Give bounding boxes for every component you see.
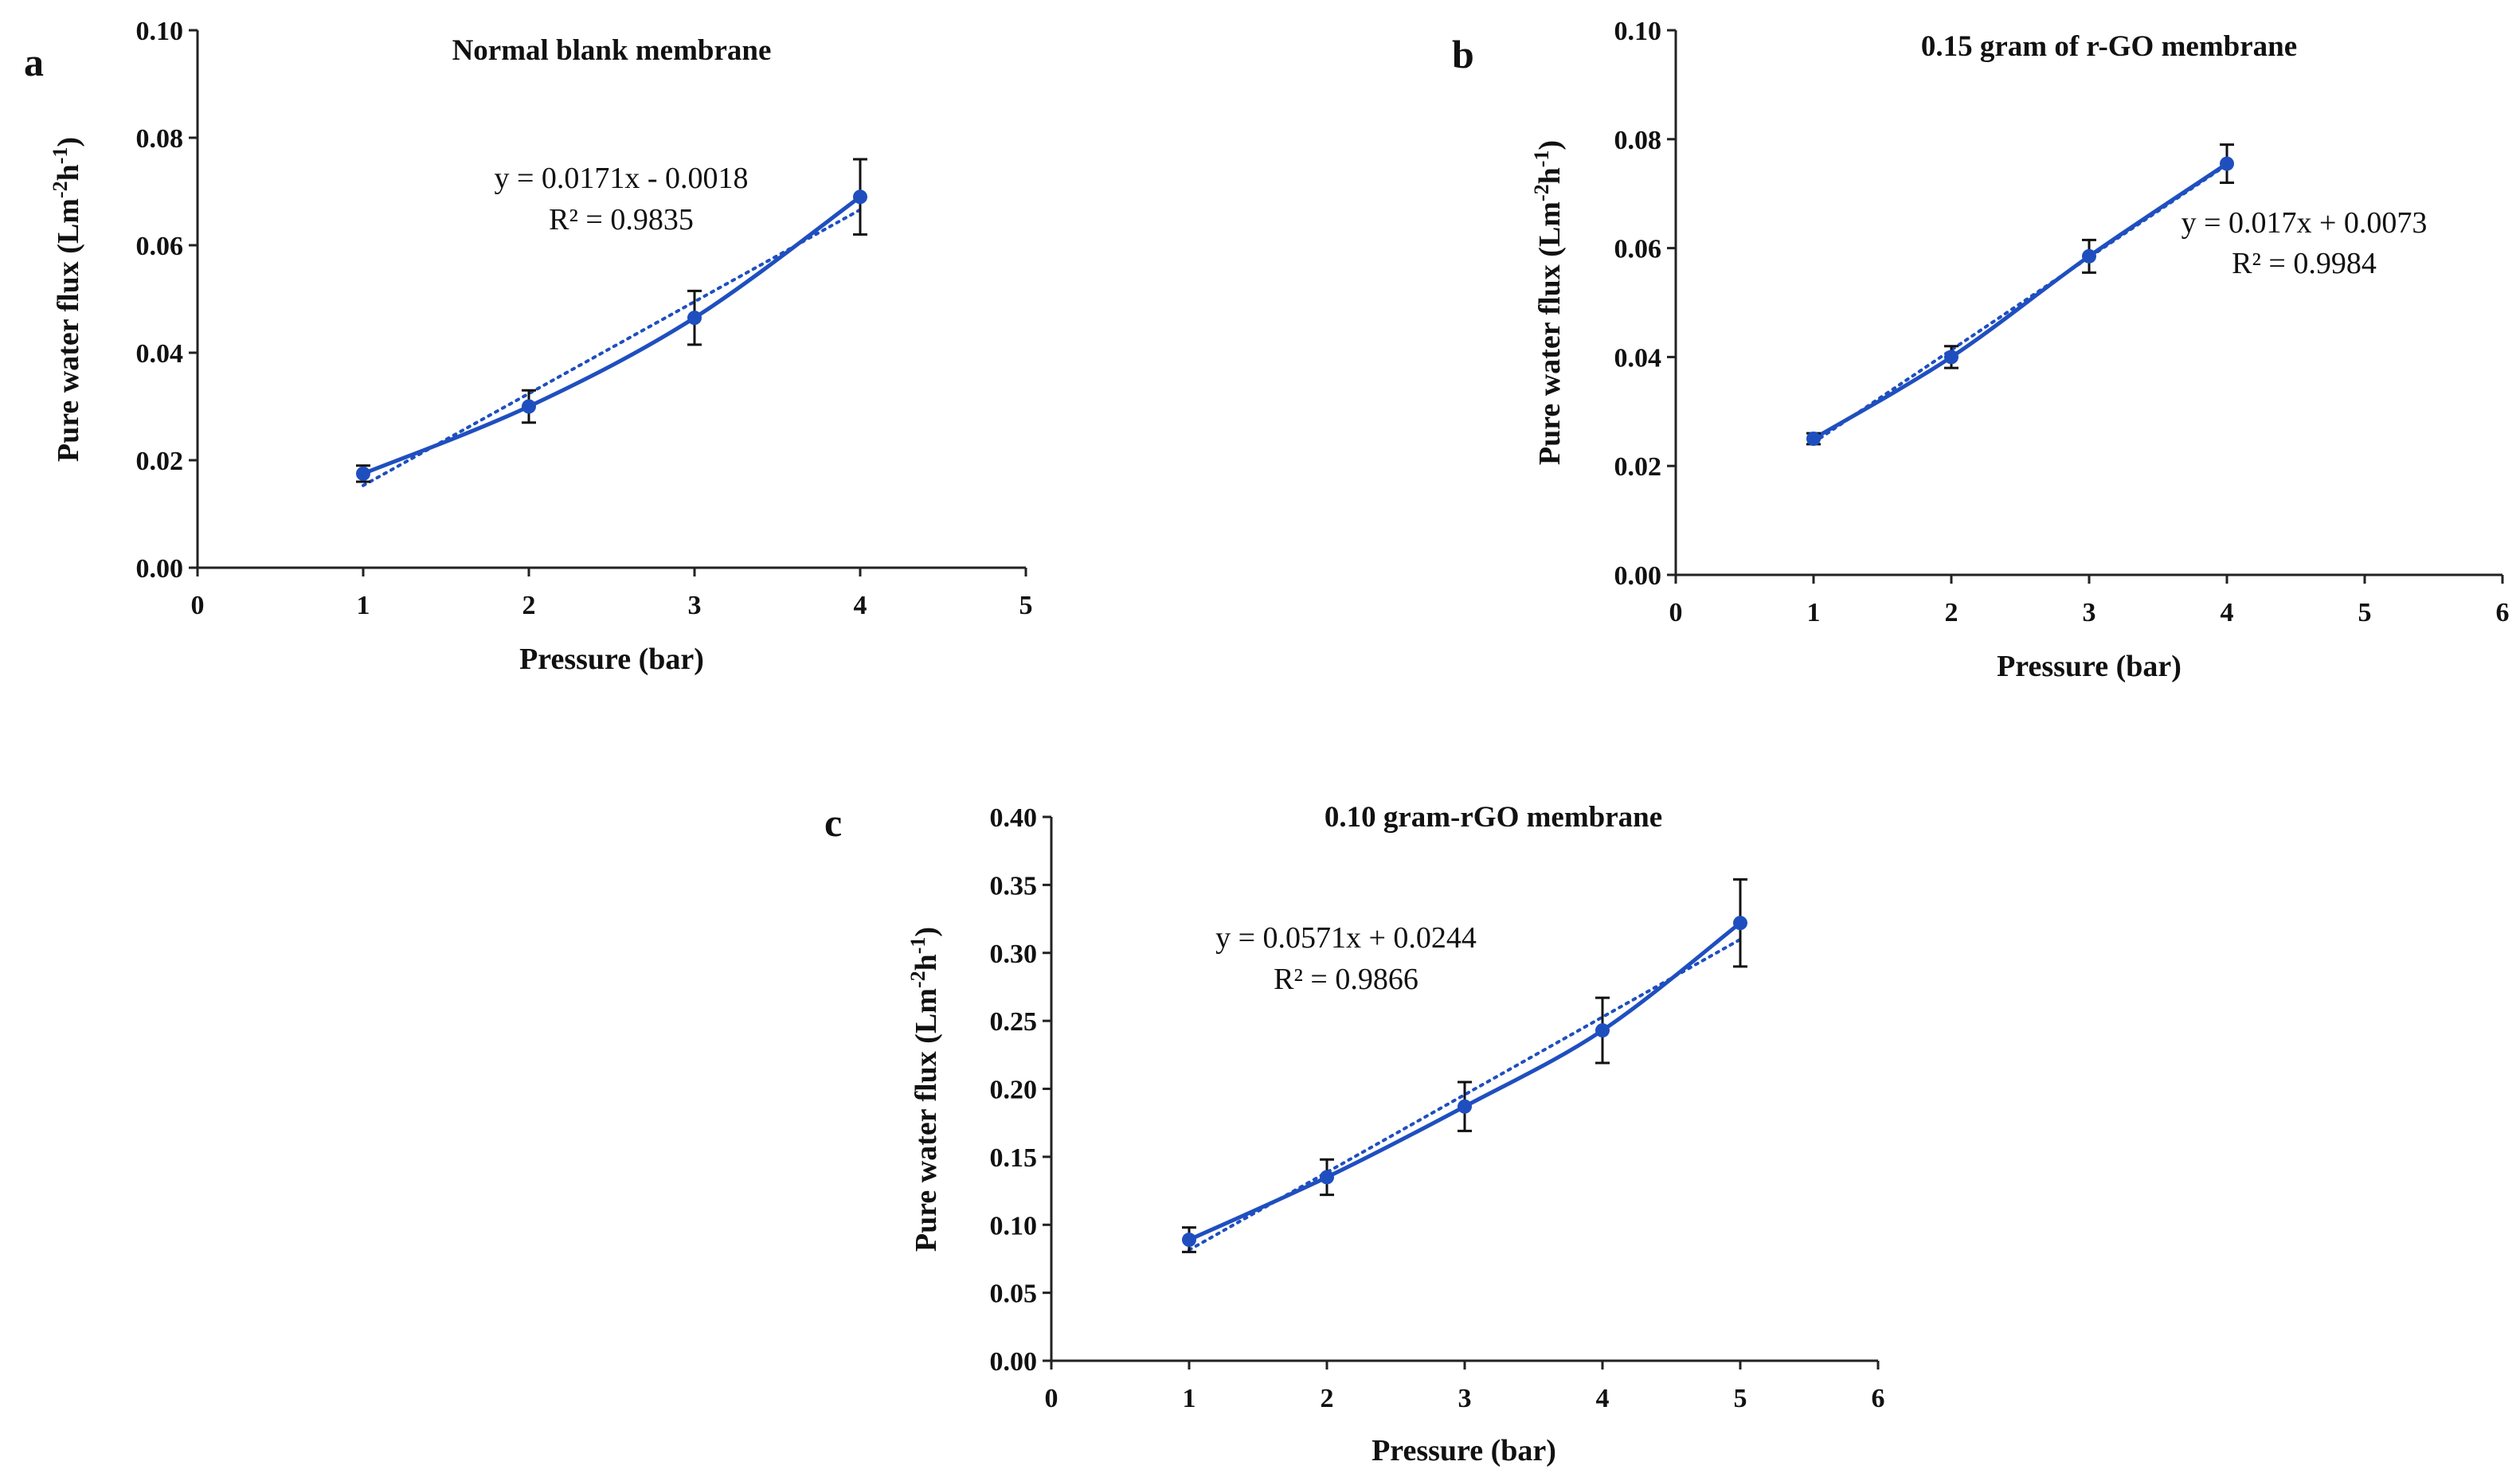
- y-tick-label: 0.15: [990, 1143, 1038, 1173]
- x-tick-label: 4: [2221, 598, 2234, 627]
- data-point: [1182, 1233, 1196, 1248]
- x-tick-label: 6: [2496, 598, 2510, 627]
- y-tick-label: 0.05: [990, 1280, 1038, 1309]
- panel-label: a: [24, 40, 44, 84]
- y-axis-label-part: ): [1533, 140, 1567, 150]
- y-axis-label: Pure water flux (Lm-2h-1): [1530, 140, 1567, 465]
- y-tick-label: 0.04: [1614, 343, 1662, 373]
- x-tick-label: 3: [688, 591, 702, 620]
- y-axis-label-part: -1: [1530, 150, 1553, 168]
- y-tick-label: 0.08: [136, 124, 184, 154]
- y-tick-label: 0.02: [1614, 452, 1662, 482]
- y-tick-label: 0.25: [990, 1007, 1038, 1037]
- x-tick-label: 1: [1807, 598, 1821, 627]
- x-tick-label: 0: [1045, 1384, 1058, 1413]
- y-tick-label: 0.02: [136, 447, 184, 476]
- data-point: [1458, 1099, 1472, 1114]
- y-tick-label: 0.06: [136, 232, 184, 261]
- y-axis-label-part: Pure water flux (Lm: [52, 198, 85, 462]
- y-tick-label: 0.40: [990, 803, 1038, 833]
- y-tick-label: 0.35: [990, 871, 1038, 901]
- y-axis-label-part: -2: [1530, 184, 1553, 201]
- data-point: [522, 399, 536, 414]
- x-tick-label: 3: [2083, 598, 2096, 627]
- y-axis-label-part: -1: [906, 937, 929, 955]
- y-tick-label: 0.06: [1614, 235, 1662, 264]
- chart-title: Normal blank membrane: [452, 34, 772, 67]
- data-point: [1595, 1023, 1610, 1038]
- y-tick-label: 0.00: [990, 1347, 1038, 1377]
- y-axis-label-part: -2: [906, 971, 929, 988]
- x-tick-label: 5: [2358, 598, 2372, 627]
- x-tick-label: 1: [1183, 1384, 1196, 1413]
- data-point: [356, 466, 370, 481]
- y-tick-label: 0.00: [136, 554, 184, 584]
- y-tick-label: 0.10: [136, 17, 184, 46]
- trendline-equation: y = 0.0571x + 0.0244: [1215, 921, 1477, 955]
- y-axis-label-part: -1: [49, 147, 72, 165]
- x-tick-label: 4: [854, 591, 867, 620]
- y-tick-label: 0.30: [990, 940, 1038, 969]
- y-tick-label: 0.20: [990, 1076, 1038, 1105]
- x-axis-label: Pressure (bar): [1997, 650, 2182, 683]
- data-point: [687, 311, 702, 326]
- r-squared-label: R² = 0.9835: [549, 203, 694, 236]
- y-axis-label-part: ): [910, 927, 943, 937]
- y-axis-label-part: -2: [49, 181, 72, 198]
- y-axis-label-part: Pure water flux (Lm: [910, 988, 943, 1252]
- y-axis-label-part: h: [1533, 167, 1567, 184]
- data-point: [853, 190, 867, 205]
- x-axis-label: Pressure (bar): [1372, 1434, 1556, 1467]
- x-tick-label: 1: [357, 591, 370, 620]
- y-axis-label-part: h: [52, 164, 85, 181]
- x-tick-label: 3: [1458, 1384, 1472, 1413]
- x-tick-label: 2: [522, 591, 536, 620]
- panel-label: b: [1452, 32, 1474, 76]
- chart-title: 0.10 gram-rGO membrane: [1325, 801, 1662, 834]
- data-point: [1806, 432, 1821, 446]
- chart-title: 0.15 gram of r-GO membrane: [1921, 30, 2297, 63]
- x-tick-label: 6: [1872, 1384, 1885, 1413]
- y-tick-label: 0.10: [990, 1211, 1038, 1241]
- trendline-equation: y = 0.017x + 0.0073: [2182, 206, 2428, 240]
- y-axis-label-part: ): [52, 137, 85, 147]
- chart-panel-b: 0.00 0.02 0.04 0.06 0.08 0.10 0 1 2 3 4 5 6 b 0.15 gra…: [1452, 17, 2510, 683]
- series-line: [1812, 162, 2228, 441]
- r-squared-label: R² = 0.9866: [1274, 963, 1418, 996]
- series-line: [362, 195, 862, 476]
- y-tick-label: 0.00: [1614, 561, 1662, 591]
- x-tick-label: 2: [1321, 1384, 1334, 1413]
- y-tick-label: 0.04: [136, 339, 184, 369]
- y-axis-label-part: h: [910, 954, 943, 971]
- data-point: [1944, 350, 1958, 365]
- r-squared-label: R² = 0.9984: [2232, 247, 2377, 280]
- y-axis-label: Pure water flux (Lm-2h-1): [49, 137, 85, 462]
- data-point: [1733, 916, 1747, 931]
- data-point: [2220, 156, 2234, 171]
- y-tick-label: 0.10: [1614, 17, 1662, 46]
- chart-panel-c: 0.00 0.05 0.10 0.15 0.20 0.25 0.30 0.35 0.40 0 1 2 3…: [824, 800, 1885, 1467]
- chart-panel-a: 0.00 0.02 0.04 0.06 0.08 0.10 0 1 2 3 4 5 a Normal bl…: [24, 17, 1033, 676]
- x-tick-label: 0: [1669, 598, 1683, 627]
- x-tick-label: 5: [1734, 1384, 1747, 1413]
- y-axis-label: Pure water flux (Lm-2h-1): [906, 927, 943, 1252]
- x-tick-label: 2: [1945, 598, 1958, 627]
- data-point: [1320, 1170, 1334, 1185]
- x-tick-label: 0: [191, 591, 205, 620]
- x-axis-label: Pressure (bar): [519, 643, 704, 676]
- data-point: [2082, 248, 2096, 264]
- x-tick-label: 4: [1596, 1384, 1610, 1413]
- trendline-equation: y = 0.0171x - 0.0018: [494, 162, 748, 195]
- x-tick-label: 5: [1019, 591, 1033, 620]
- y-axis-label-part: Pure water flux (Lm: [1533, 201, 1567, 465]
- y-tick-label: 0.08: [1614, 126, 1662, 155]
- panel-label: c: [824, 800, 842, 845]
